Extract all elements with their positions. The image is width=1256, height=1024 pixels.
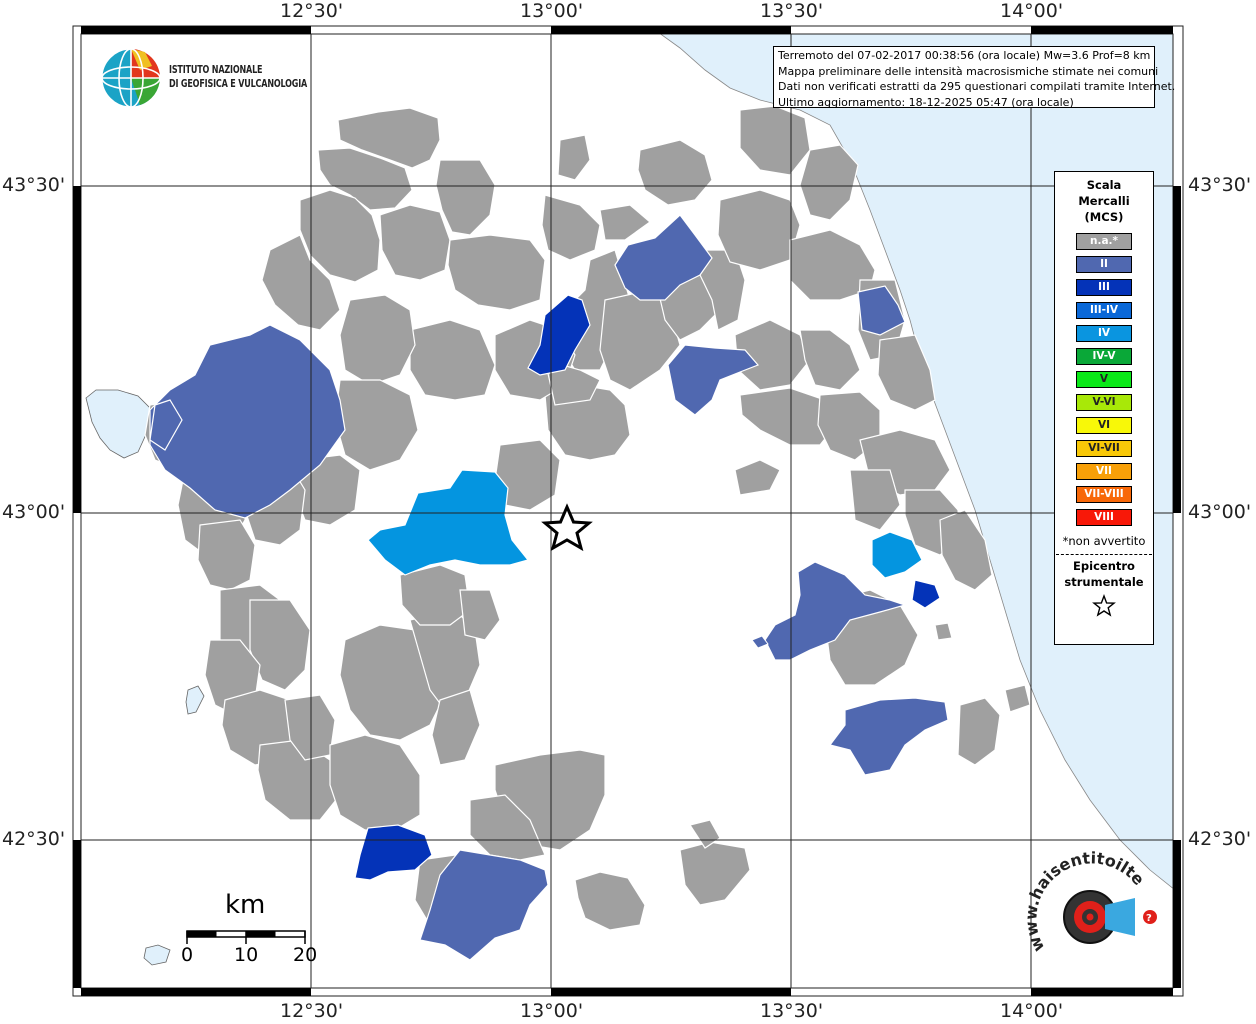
legend-item: V-VI: [1076, 394, 1132, 411]
scale-bar: [186, 930, 306, 944]
bottom-label-1230: 12°30': [280, 1000, 344, 1022]
legend-item: IV-V: [1076, 348, 1132, 365]
ingv-line-1: ISTITUTO NAZIONALE: [169, 64, 263, 76]
legend-star-icon: [1092, 593, 1116, 617]
legend-epicentre-label: Epicentro strumentale: [1055, 558, 1153, 590]
intensity-iv-regions: [367, 469, 923, 579]
intensity-iii-regions: [354, 294, 941, 881]
na-regions: [144, 105, 1031, 931]
bottom-label-1300: 13°00': [520, 1000, 584, 1022]
bottom-label-1400: 14°00': [1000, 1000, 1064, 1022]
left-label-4230: 42°30': [2, 828, 66, 850]
right-label-4300: 43°00': [1188, 501, 1252, 523]
legend-title-1: Scala: [1086, 178, 1122, 192]
legend-item: VIII: [1076, 509, 1132, 526]
legend-item: VII-VIII: [1076, 486, 1132, 503]
top-label-1300: 13°00': [520, 0, 584, 22]
scale-unit: km: [225, 890, 266, 920]
scale-lake-icon: [143, 944, 171, 966]
top-label-1400: 14°00': [1000, 0, 1064, 22]
legend-item: IV: [1076, 325, 1132, 342]
right-label-4330: 43°30': [1188, 174, 1252, 196]
info-line-4: Ultimo aggiornamento: 18-12-2025 05:47 (…: [778, 95, 1074, 109]
legend-title-3: (MCS): [1084, 210, 1124, 224]
legend-epicentre-2: strumentale: [1064, 575, 1144, 589]
epicentre-star: [541, 503, 593, 552]
legend-item: VI-VII: [1076, 440, 1132, 457]
event-info-box: Terremoto del 07-02-2017 00:38:56 (ora l…: [773, 46, 1176, 109]
scale-label-20: 20: [293, 944, 318, 966]
legend-item: VII: [1076, 463, 1132, 480]
scale-label-10: 10: [234, 944, 259, 966]
legend-title: Scala Mercalli (MCS): [1055, 177, 1153, 225]
lake-trasimeno: [85, 389, 153, 459]
ingv-globe-icon: [101, 48, 161, 108]
graticule: [81, 34, 1173, 988]
legend-item: III: [1076, 279, 1132, 296]
info-line-1: Terremoto del 07-02-2017 00:38:56 (ora l…: [778, 49, 1151, 62]
legend-item: V: [1076, 371, 1132, 388]
left-label-4300: 43°00': [2, 501, 66, 523]
legend-item: III-IV: [1076, 302, 1132, 319]
bottom-label-1330: 13°30': [760, 1000, 824, 1022]
svg-text:?: ?: [1146, 913, 1152, 924]
small-patch: [751, 635, 769, 649]
ingv-line-2: DI GEOFISICA E VULCANOLOGIA: [169, 78, 308, 90]
mcs-legend: Scala Mercalli (MCS) n.a.* II III III-IV IV I…: [1054, 171, 1154, 645]
legend-epicentre-1: Epicentro: [1073, 559, 1135, 573]
legend-item: II: [1076, 256, 1132, 273]
left-label-4330: 43°30': [2, 174, 66, 196]
legend-item: VI: [1076, 417, 1132, 434]
top-label-1230: 12°30': [280, 0, 344, 22]
right-label-4230: 42°30': [1188, 828, 1252, 850]
legend-note: *non avvertito: [1062, 534, 1146, 548]
legend-items: n.a.* II III III-IV IV IV-V V V-VI VI VI-VII VII VI…: [1055, 233, 1153, 526]
info-line-3: Dati non verificati estratti da 295 ques…: [778, 80, 1176, 93]
info-line-2: Mappa preliminare delle intensità macros…: [778, 64, 1159, 78]
lake-small: [185, 685, 205, 715]
legend-separator: [1056, 554, 1152, 555]
ingv-logo-text: ISTITUTO NAZIONALE DI GEOFISICA E VULCAN…: [169, 63, 307, 91]
legend-item: n.a.*: [1076, 233, 1132, 250]
top-label-1330: 13°30': [760, 0, 824, 22]
map-frame: [72, 25, 1184, 997]
legend-title-2: Mercalli: [1078, 194, 1130, 208]
scale-label-0: 0: [181, 944, 194, 966]
intensity-ii-regions: [149, 214, 949, 961]
